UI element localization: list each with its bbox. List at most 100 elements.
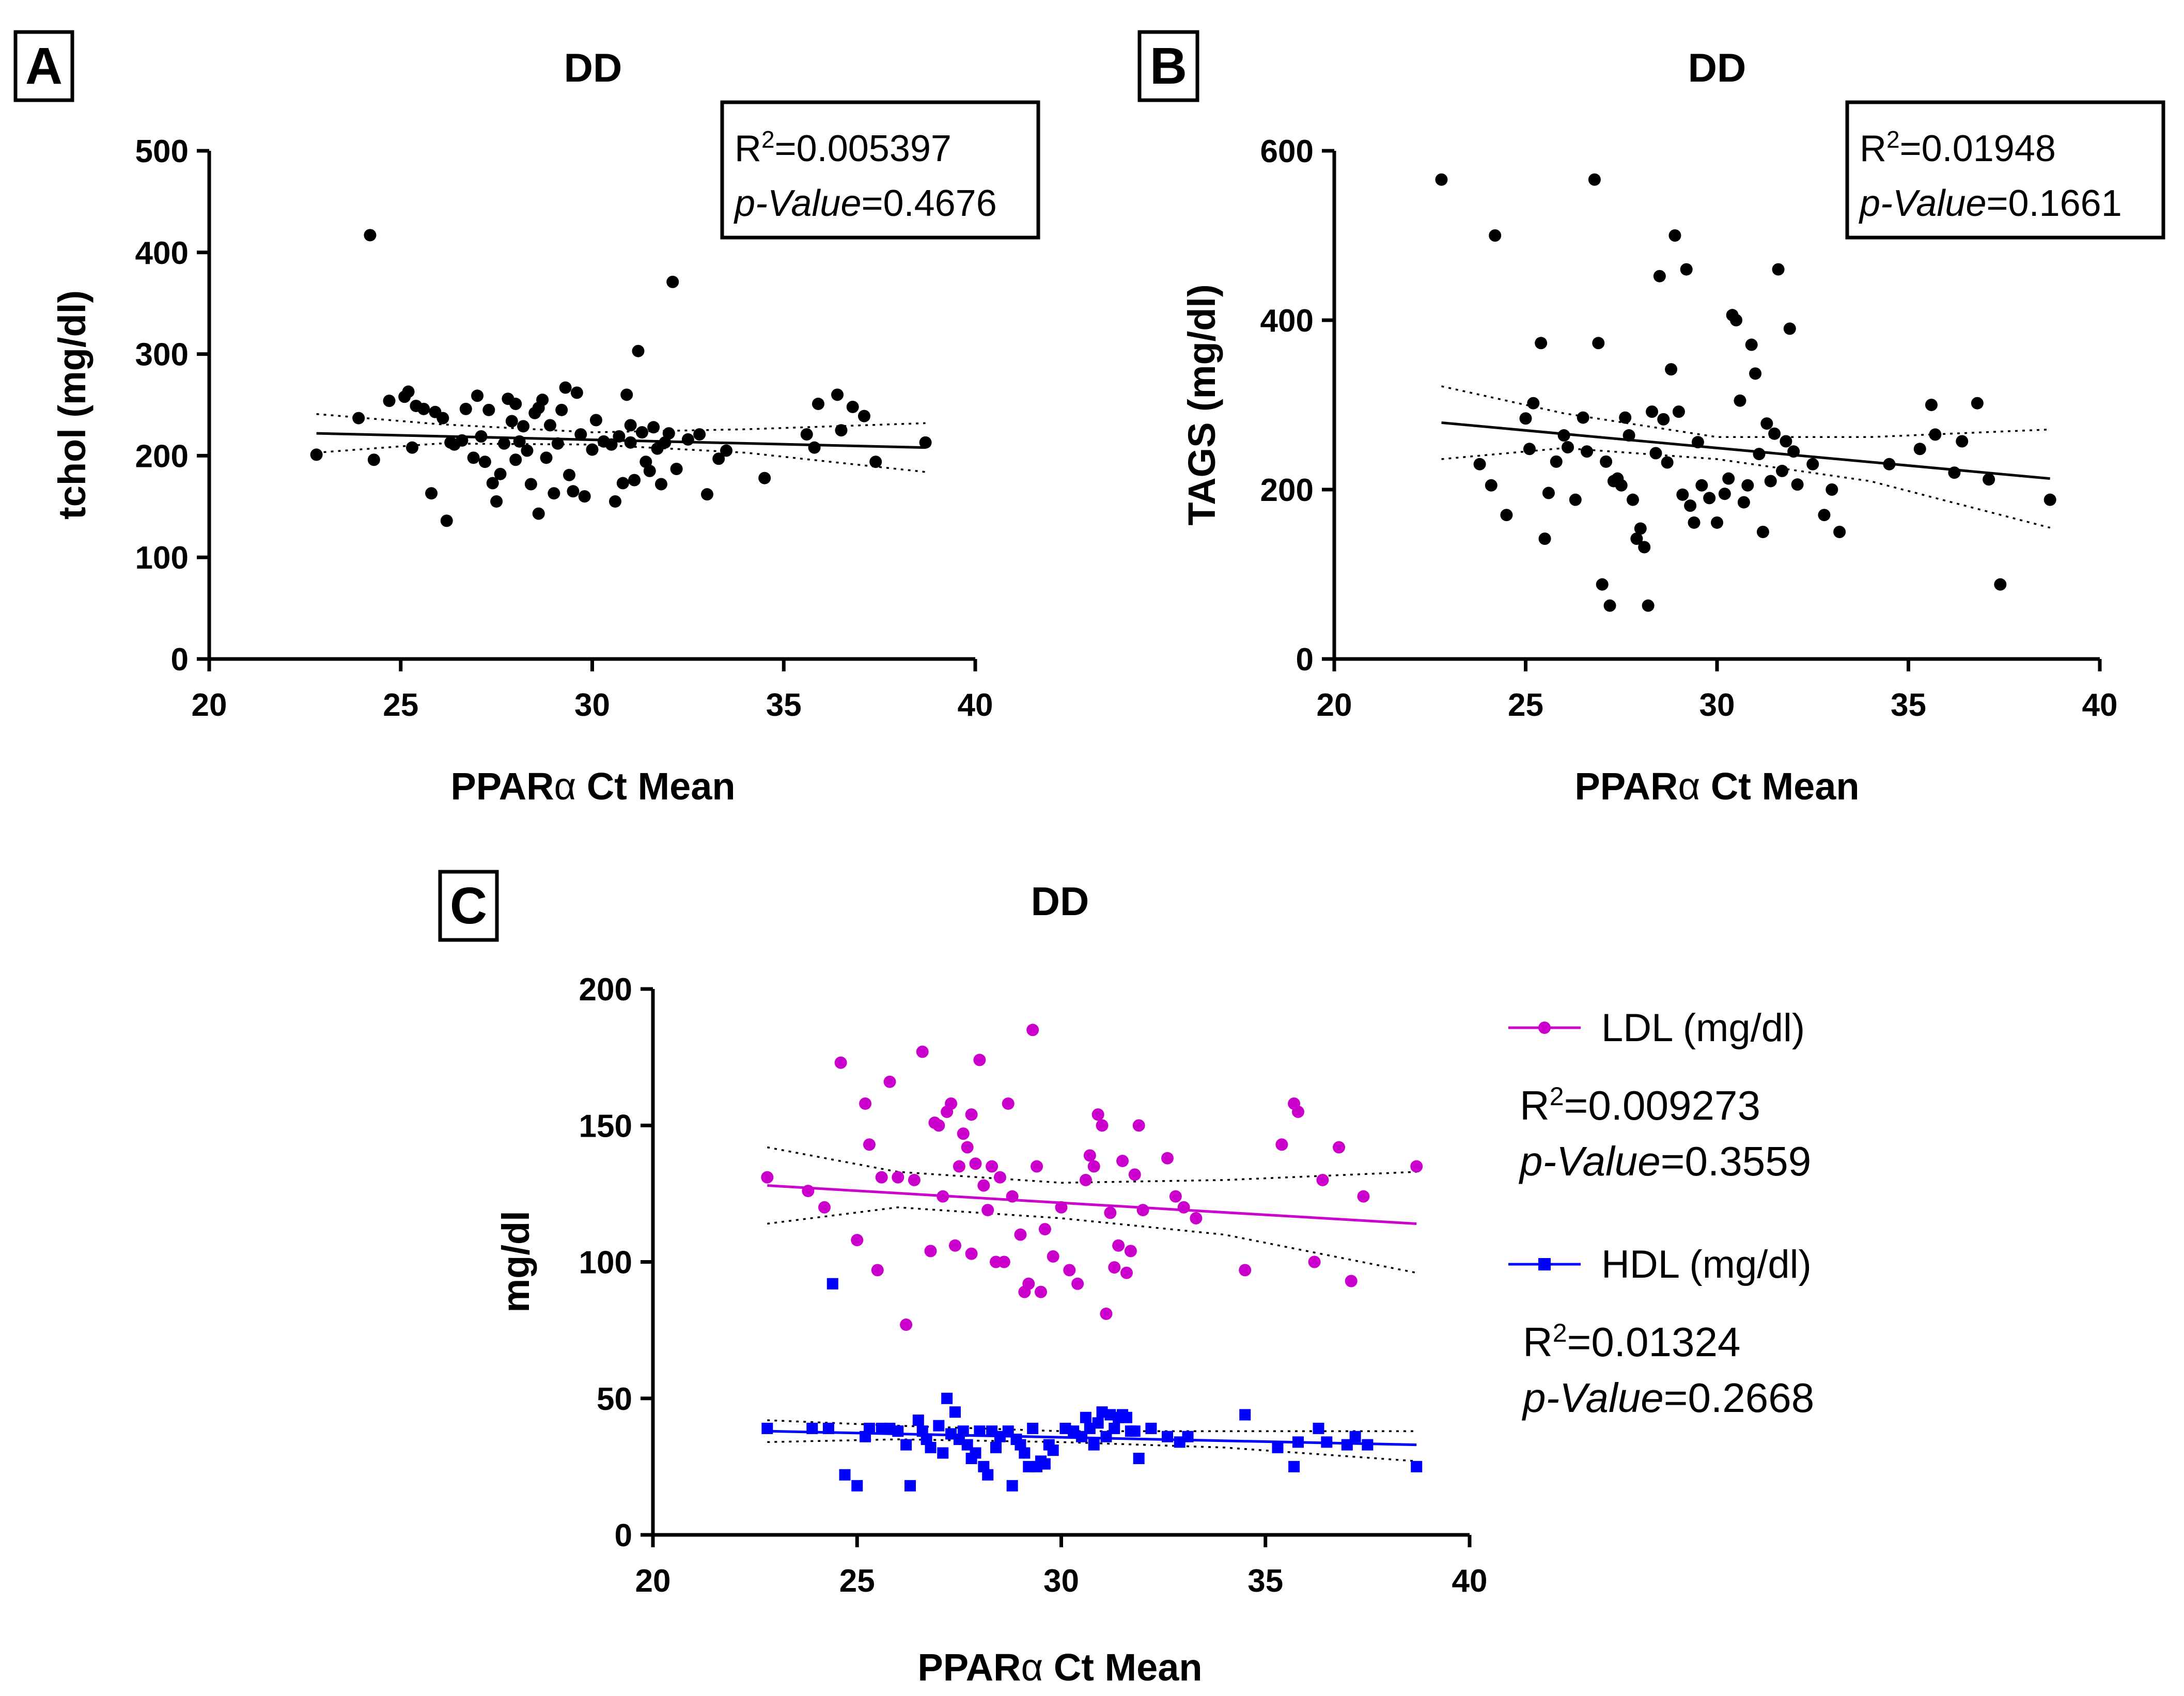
data-point bbox=[1642, 599, 1655, 612]
data-point bbox=[851, 1480, 863, 1491]
data-point bbox=[1096, 1119, 1109, 1132]
r2-value: =0.005397 bbox=[775, 128, 951, 169]
data-point bbox=[1994, 578, 2007, 591]
data-point bbox=[800, 428, 813, 441]
data-point bbox=[1031, 1160, 1043, 1173]
panel-b-x-axis-label: PPARα Ct Mean bbox=[1574, 765, 1859, 808]
data-point bbox=[513, 435, 526, 448]
data-point bbox=[712, 452, 725, 465]
data-point bbox=[436, 412, 449, 425]
data-point bbox=[1826, 483, 1838, 496]
data-point bbox=[981, 1204, 994, 1217]
y-tick-label: 200 bbox=[579, 972, 632, 1008]
data-point bbox=[957, 1425, 969, 1437]
data-point bbox=[586, 443, 599, 456]
data-point bbox=[567, 485, 580, 498]
data-point bbox=[616, 477, 629, 490]
panel-b-title: DD bbox=[1688, 45, 1746, 90]
data-point bbox=[961, 1141, 974, 1154]
x-tick-label: 40 bbox=[2082, 687, 2118, 723]
data-point bbox=[417, 402, 430, 415]
panel-c-points bbox=[761, 1024, 1423, 1491]
data-point bbox=[670, 462, 683, 475]
data-point bbox=[1577, 411, 1589, 424]
data-point bbox=[589, 414, 602, 427]
data-point bbox=[875, 1171, 888, 1184]
data-point bbox=[1100, 1307, 1113, 1320]
data-point bbox=[977, 1179, 990, 1192]
x-tick-label: 40 bbox=[958, 687, 993, 723]
data-point bbox=[941, 1392, 953, 1404]
panel-a-y-axis-label: tchol (mg/dl) bbox=[51, 290, 93, 520]
data-point bbox=[647, 421, 660, 434]
panel-a-stats-box bbox=[720, 100, 1040, 240]
data-point bbox=[1626, 493, 1639, 506]
data-point bbox=[1132, 1119, 1145, 1132]
data-point bbox=[846, 400, 859, 413]
panel-c-confidence-bands bbox=[767, 1146, 1417, 1463]
data-point bbox=[1039, 1458, 1051, 1470]
data-point bbox=[1120, 1266, 1133, 1279]
data-point bbox=[2043, 493, 2056, 506]
panel-b-stats-box bbox=[1845, 100, 2165, 240]
data-point bbox=[635, 426, 648, 439]
data-point bbox=[505, 415, 518, 428]
data-point bbox=[1775, 464, 1788, 477]
data-point bbox=[666, 275, 679, 288]
data-point bbox=[563, 468, 576, 481]
data-point bbox=[1161, 1152, 1174, 1165]
data-point bbox=[1136, 1204, 1149, 1217]
data-point bbox=[548, 487, 560, 500]
data-point bbox=[831, 388, 844, 401]
data-point bbox=[1542, 486, 1555, 499]
y-tick-label: 200 bbox=[135, 438, 189, 474]
data-point bbox=[925, 1441, 937, 1453]
panel-a-x-axis-label: PPARα Ct Mean bbox=[450, 765, 735, 808]
data-point bbox=[1333, 1141, 1346, 1154]
x-tick-label: 20 bbox=[635, 1563, 671, 1599]
data-point bbox=[478, 456, 491, 468]
data-point bbox=[517, 420, 530, 433]
data-point bbox=[1569, 493, 1582, 506]
data-point bbox=[1833, 526, 1846, 538]
data-point bbox=[1760, 417, 1773, 430]
data-point bbox=[1027, 1422, 1039, 1434]
data-point bbox=[1535, 337, 1548, 350]
data-point bbox=[1883, 458, 1896, 470]
data-point bbox=[970, 1447, 981, 1459]
data-point bbox=[494, 467, 507, 480]
data-point bbox=[1749, 367, 1762, 380]
data-point bbox=[1291, 1105, 1304, 1118]
data-point bbox=[1190, 1212, 1203, 1224]
data-point bbox=[364, 229, 377, 242]
data-point bbox=[1091, 1108, 1104, 1121]
data-point bbox=[456, 434, 469, 447]
p-value: =0.2668 bbox=[1664, 1375, 1814, 1421]
data-point bbox=[869, 456, 882, 468]
data-point bbox=[1630, 532, 1643, 545]
data-point bbox=[1239, 1409, 1251, 1421]
r2-label: R bbox=[1860, 128, 1886, 169]
y-tick-label: 0 bbox=[615, 1518, 632, 1553]
data-point bbox=[826, 1278, 838, 1290]
x-label-suffix: Ct Mean bbox=[1043, 1646, 1202, 1689]
data-point bbox=[1581, 445, 1594, 458]
y-tick-label: 150 bbox=[579, 1108, 632, 1144]
legend-hdl-marker bbox=[1538, 1258, 1551, 1270]
data-point bbox=[1734, 394, 1746, 407]
x-label-prefix: PPAR bbox=[917, 1646, 1021, 1689]
regression-line bbox=[1441, 421, 2050, 480]
data-point bbox=[835, 424, 848, 437]
p-value: =0.3559 bbox=[1661, 1138, 1811, 1184]
panel-b-r2: R2=0.01948 bbox=[1860, 126, 2056, 169]
data-point bbox=[758, 472, 771, 484]
data-point bbox=[1737, 496, 1750, 509]
data-point bbox=[570, 386, 583, 399]
data-point bbox=[859, 1097, 872, 1110]
data-point bbox=[1603, 599, 1616, 612]
data-point bbox=[1596, 578, 1609, 591]
data-point bbox=[482, 403, 495, 416]
data-point bbox=[543, 419, 556, 432]
data-point bbox=[1741, 479, 1754, 492]
